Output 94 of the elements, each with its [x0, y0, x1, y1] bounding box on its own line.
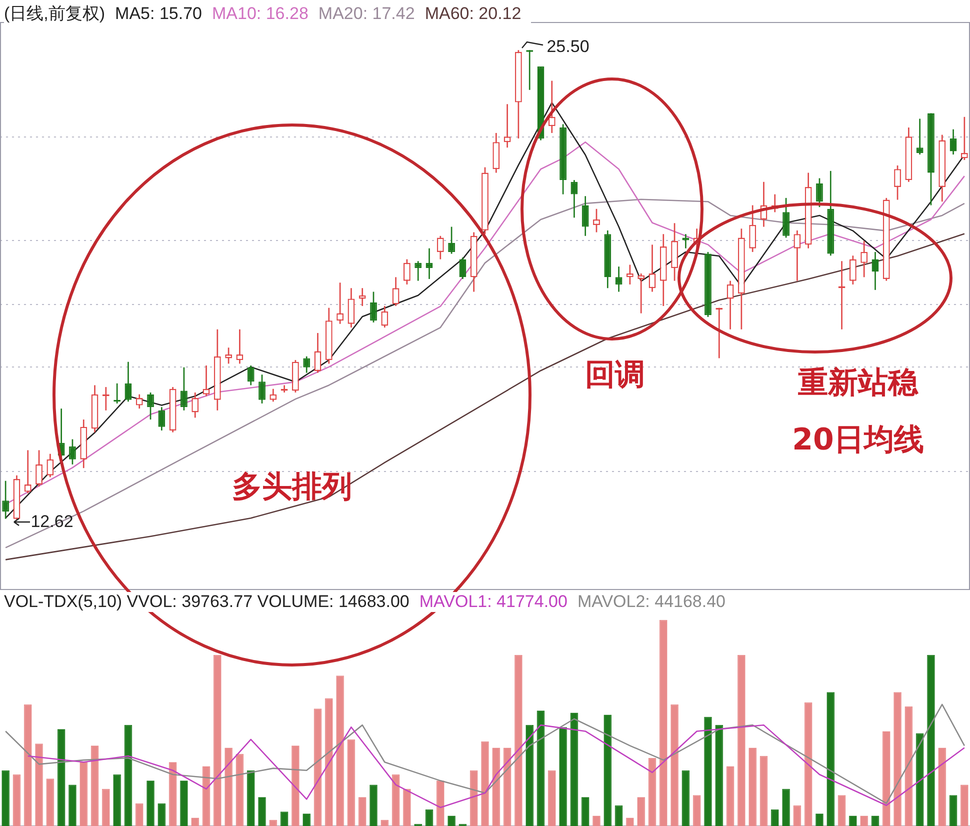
text: MA5: 15.70 [115, 4, 202, 23]
bar [358, 797, 366, 826]
chart-title: VOL-TDX(5,10) VVOL: 39763.77 VOLUME: 14683.00 [4, 592, 410, 611]
bar [135, 803, 144, 826]
bar [2, 770, 10, 826]
candlestick [358, 288, 366, 306]
bar [436, 780, 444, 826]
bar [258, 797, 266, 826]
candlestick [504, 104, 511, 148]
bar [180, 780, 188, 826]
candlestick [236, 329, 244, 364]
bar [604, 714, 612, 826]
bar [894, 692, 902, 826]
bar [325, 698, 333, 826]
bar [46, 778, 54, 826]
annotation: 12.62 [30, 512, 74, 532]
bar [670, 704, 678, 826]
bar [24, 704, 32, 826]
bar [760, 756, 768, 826]
candlestick [638, 274, 645, 314]
bar [347, 739, 356, 826]
bar [526, 725, 534, 826]
bar [692, 795, 701, 826]
candlestick [24, 450, 32, 494]
bar [938, 748, 946, 826]
bar [202, 766, 210, 826]
annotation: 重新站稳 20日均线 [792, 364, 924, 460]
bar [838, 795, 846, 826]
bar [370, 784, 378, 826]
bar [648, 758, 656, 826]
bar [214, 655, 222, 826]
bar [158, 803, 166, 826]
bar [224, 748, 232, 826]
chart-title: (日线,前复权) [4, 4, 106, 23]
bar [659, 620, 668, 826]
text: MA10: 16.28 [212, 4, 308, 23]
bar [704, 716, 712, 826]
bar [80, 762, 88, 826]
bar [146, 780, 154, 826]
annotation: 回调 [585, 356, 645, 394]
annotation: 25.50 [546, 37, 590, 57]
bar [682, 770, 690, 826]
bar [57, 729, 66, 826]
bar [536, 710, 545, 826]
bar [514, 655, 522, 826]
bar [637, 797, 645, 826]
bar [168, 762, 177, 826]
bar [492, 748, 500, 826]
text: MA60: 20.12 [424, 4, 522, 23]
bar [102, 788, 110, 826]
bar [12, 774, 21, 826]
bar [748, 748, 756, 826]
bar [425, 810, 434, 826]
bar [738, 655, 746, 826]
bar [770, 810, 779, 826]
text: MAVOL1: 41774.00 [419, 592, 568, 611]
bar [916, 733, 924, 826]
bar [904, 706, 913, 826]
bar [124, 725, 132, 826]
bar [68, 784, 76, 826]
bar [726, 766, 734, 826]
bar [581, 797, 590, 826]
bar [960, 784, 968, 826]
bar [503, 748, 512, 826]
bar [470, 770, 478, 826]
bar [90, 746, 99, 826]
bar [882, 731, 890, 826]
bar [793, 805, 802, 826]
bar [614, 805, 623, 826]
bar [280, 812, 288, 826]
bar [392, 774, 400, 826]
bar [927, 655, 935, 826]
text: MA20: 17.42 [318, 4, 415, 23]
bar [246, 770, 255, 826]
bar [336, 676, 344, 826]
bar [949, 795, 958, 826]
bar [314, 708, 322, 826]
bar [782, 788, 790, 826]
bar [113, 774, 121, 826]
bar [548, 770, 556, 826]
candlestick [202, 366, 210, 396]
bar [570, 712, 578, 826]
bar [715, 725, 724, 826]
bar [292, 746, 300, 826]
bar [403, 788, 411, 826]
bar [35, 744, 43, 826]
bar [559, 727, 567, 826]
bar [481, 742, 489, 826]
bar [804, 702, 812, 826]
bar [826, 692, 835, 826]
bar [236, 754, 244, 826]
candlestick [916, 118, 924, 155]
text: MAVOL2: 44168.40 [577, 592, 726, 611]
candlestick [426, 248, 433, 279]
